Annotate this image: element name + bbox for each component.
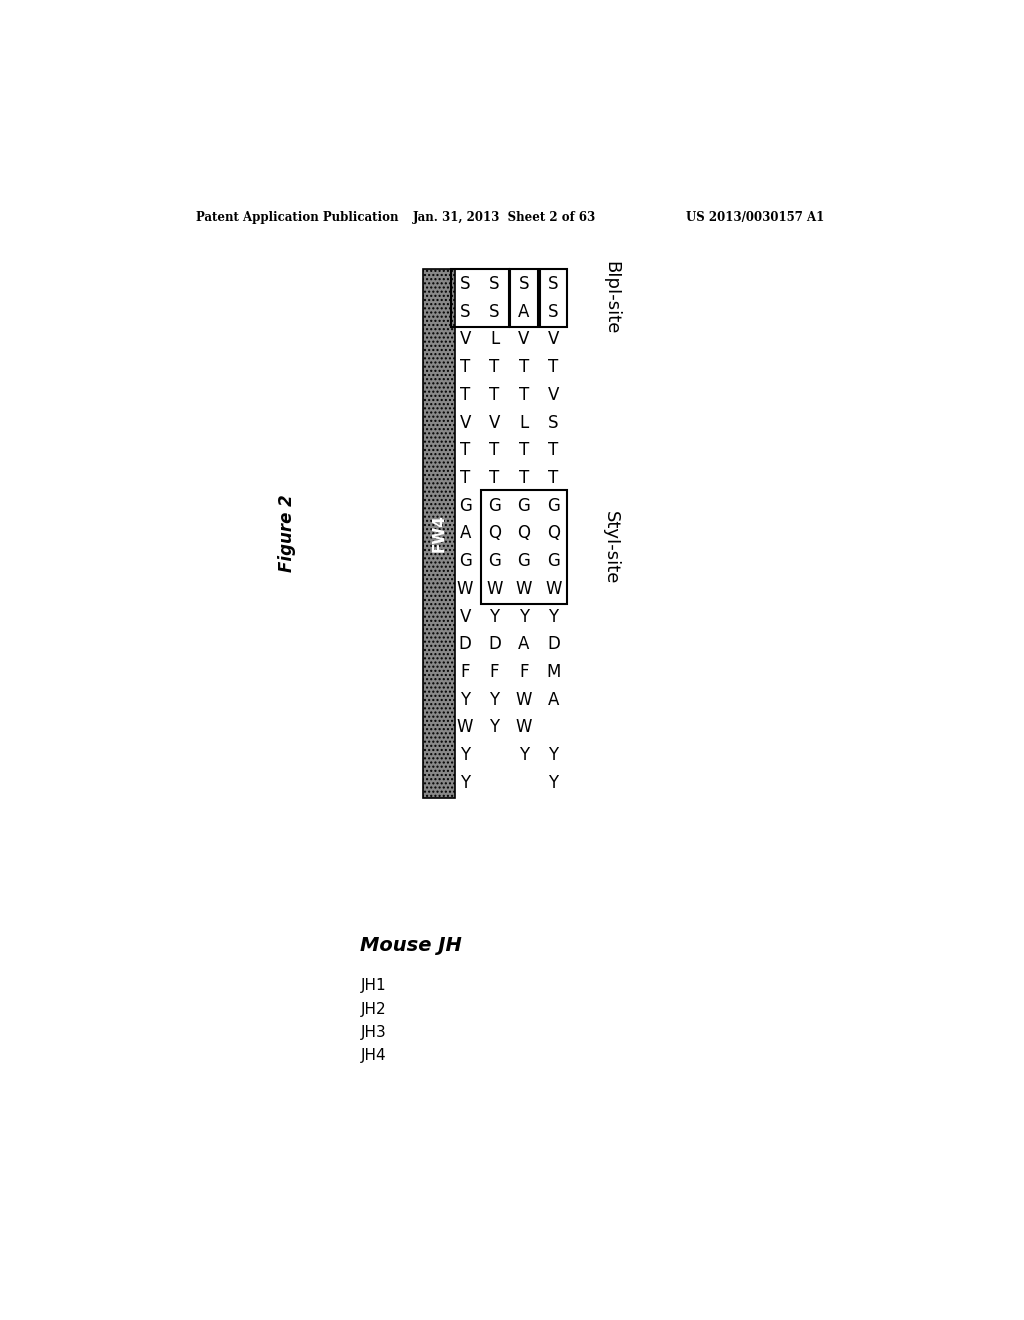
Text: JH1: JH1	[360, 978, 386, 994]
Text: Y: Y	[460, 774, 470, 792]
Text: S: S	[548, 275, 559, 293]
Text: T: T	[519, 441, 529, 459]
Text: Y: Y	[519, 607, 529, 626]
Text: FW4: FW4	[431, 515, 446, 552]
Text: T: T	[519, 385, 529, 404]
Text: Q: Q	[488, 524, 501, 543]
Text: S: S	[489, 275, 500, 293]
Text: V: V	[460, 330, 471, 348]
Text: W: W	[457, 579, 473, 598]
Bar	[423, 268, 455, 799]
Text: Y: Y	[460, 746, 470, 764]
Text: F: F	[489, 663, 500, 681]
Text: G: G	[517, 496, 530, 515]
Text: V: V	[518, 330, 529, 348]
Text: F: F	[461, 663, 470, 681]
Text: V: V	[460, 607, 471, 626]
Text: A: A	[548, 690, 559, 709]
Text: V: V	[548, 385, 559, 404]
Text: S: S	[460, 302, 470, 321]
Text: JH2: JH2	[360, 1002, 386, 1016]
Text: G: G	[488, 496, 501, 515]
Text: S: S	[460, 275, 470, 293]
Text: S: S	[548, 302, 559, 321]
Text: G: G	[547, 552, 560, 570]
Text: V: V	[548, 330, 559, 348]
Text: JH3: JH3	[360, 1024, 386, 1040]
Text: D: D	[547, 635, 560, 653]
Text: G: G	[459, 496, 472, 515]
Text: W: W	[516, 718, 532, 737]
Bar	[452, 268, 509, 327]
Text: W: W	[545, 579, 562, 598]
Text: G: G	[488, 552, 501, 570]
Text: JH4: JH4	[360, 1048, 386, 1063]
Text: US 2013/0030157 A1: US 2013/0030157 A1	[686, 211, 824, 224]
Text: T: T	[489, 441, 500, 459]
Text: BIpI-site: BIpI-site	[602, 261, 620, 334]
Text: Y: Y	[489, 607, 500, 626]
Text: Y: Y	[489, 718, 500, 737]
Text: S: S	[519, 275, 529, 293]
Text: W: W	[516, 690, 532, 709]
Text: L: L	[519, 413, 528, 432]
Text: A: A	[518, 635, 529, 653]
Text: Jan. 31, 2013  Sheet 2 of 63: Jan. 31, 2013 Sheet 2 of 63	[414, 211, 596, 224]
Text: S: S	[489, 302, 500, 321]
Text: T: T	[489, 358, 500, 376]
Text: T: T	[548, 358, 559, 376]
Text: T: T	[460, 441, 470, 459]
Text: T: T	[489, 385, 500, 404]
Text: Y: Y	[489, 690, 500, 709]
Text: W: W	[457, 718, 473, 737]
Bar	[480, 490, 567, 605]
Text: G: G	[459, 552, 472, 570]
Text: T: T	[519, 358, 529, 376]
Text: Y: Y	[460, 690, 470, 709]
Text: T: T	[460, 358, 470, 376]
Text: Patent Application Publication: Patent Application Publication	[197, 211, 398, 224]
Bar	[540, 268, 567, 327]
Text: W: W	[516, 579, 532, 598]
Text: A: A	[460, 524, 471, 543]
Text: Figure 2: Figure 2	[278, 495, 296, 573]
Text: T: T	[460, 469, 470, 487]
Text: F: F	[519, 663, 528, 681]
Text: Y: Y	[549, 746, 558, 764]
Text: T: T	[519, 469, 529, 487]
Text: V: V	[460, 413, 471, 432]
Text: M: M	[546, 663, 561, 681]
Text: W: W	[486, 579, 503, 598]
Text: Q: Q	[517, 524, 530, 543]
Text: Y: Y	[549, 607, 558, 626]
Text: T: T	[548, 469, 559, 487]
Text: Q: Q	[547, 524, 560, 543]
Text: A: A	[518, 302, 529, 321]
Text: Mouse JH: Mouse JH	[360, 936, 463, 956]
Bar	[510, 268, 538, 327]
Text: D: D	[488, 635, 501, 653]
Text: L: L	[489, 330, 500, 348]
Text: S: S	[548, 413, 559, 432]
Text: T: T	[460, 385, 470, 404]
Text: T: T	[489, 469, 500, 487]
Text: D: D	[459, 635, 472, 653]
Text: Y: Y	[549, 774, 558, 792]
Text: G: G	[547, 496, 560, 515]
Text: Y: Y	[519, 746, 529, 764]
Text: V: V	[488, 413, 501, 432]
Text: StyI-site: StyI-site	[602, 511, 620, 583]
Text: G: G	[517, 552, 530, 570]
Text: T: T	[548, 441, 559, 459]
